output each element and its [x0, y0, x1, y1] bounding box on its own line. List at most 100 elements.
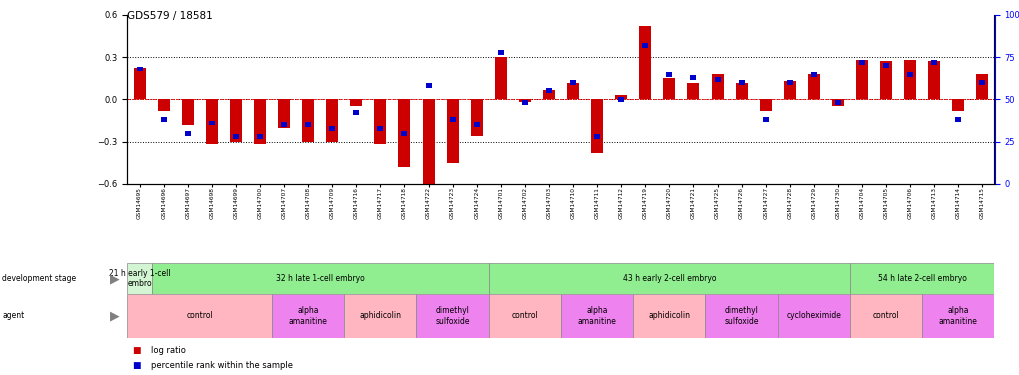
Bar [209, 120, 215, 126]
Bar [133, 68, 146, 99]
Bar [738, 80, 744, 85]
Bar [642, 43, 648, 48]
Bar [783, 81, 795, 99]
Text: 32 h late 1-cell embryo: 32 h late 1-cell embryo [275, 274, 364, 283]
FancyBboxPatch shape [127, 294, 272, 338]
Bar [903, 60, 915, 99]
Bar [353, 110, 359, 116]
Bar [591, 99, 602, 153]
Text: cycloheximide: cycloheximide [786, 311, 841, 320]
Text: dimethyl
sulfoxide: dimethyl sulfoxide [435, 306, 470, 326]
Bar [257, 134, 263, 139]
FancyBboxPatch shape [705, 294, 777, 338]
FancyBboxPatch shape [272, 294, 344, 338]
Bar [759, 99, 771, 111]
Bar [952, 99, 963, 111]
Bar [470, 99, 482, 136]
FancyBboxPatch shape [921, 294, 994, 338]
Bar [567, 82, 579, 99]
Text: ■: ■ [132, 361, 141, 370]
Bar [329, 126, 335, 130]
Text: ■: ■ [132, 346, 141, 355]
Bar [494, 57, 506, 99]
Bar [879, 62, 892, 99]
Bar [690, 75, 696, 80]
Bar [545, 88, 551, 93]
Text: 21 h early 1-cell
embro: 21 h early 1-cell embro [109, 269, 170, 288]
Bar [181, 99, 194, 124]
Bar [855, 60, 867, 99]
FancyBboxPatch shape [488, 294, 560, 338]
FancyBboxPatch shape [344, 294, 416, 338]
FancyBboxPatch shape [849, 294, 921, 338]
Bar [232, 134, 238, 139]
Bar [906, 72, 912, 76]
Bar [882, 63, 889, 68]
Bar [281, 122, 286, 127]
Bar [374, 99, 386, 144]
Text: log ratio: log ratio [151, 346, 185, 355]
Text: percentile rank within the sample: percentile rank within the sample [151, 361, 292, 370]
Bar [786, 80, 792, 85]
Text: alpha
amanitine: alpha amanitine [938, 306, 977, 326]
FancyBboxPatch shape [633, 294, 705, 338]
Bar [665, 72, 672, 76]
Bar [377, 126, 383, 130]
Bar [449, 117, 455, 122]
Text: GDS579 / 18581: GDS579 / 18581 [127, 11, 213, 21]
Bar [858, 60, 864, 65]
Bar [473, 122, 479, 127]
Bar [735, 82, 747, 99]
Bar [519, 99, 530, 102]
Bar [302, 99, 314, 142]
Text: alpha
amanitine: alpha amanitine [288, 306, 327, 326]
Bar [326, 99, 338, 142]
Bar [254, 99, 266, 144]
Bar [422, 99, 434, 187]
Bar [975, 74, 987, 99]
Text: development stage: development stage [2, 274, 76, 283]
Text: dimethyl
sulfoxide: dimethyl sulfoxide [723, 306, 758, 326]
Bar [593, 134, 599, 139]
Bar [184, 130, 191, 136]
Bar [711, 74, 722, 99]
FancyBboxPatch shape [416, 294, 488, 338]
Text: 54 h late 2-cell embryo: 54 h late 2-cell embryo [877, 274, 966, 283]
Bar [807, 74, 819, 99]
Bar [810, 72, 816, 76]
Bar [832, 99, 843, 106]
Text: agent: agent [2, 311, 24, 320]
Bar [927, 62, 940, 99]
Bar [401, 130, 407, 136]
Text: control: control [511, 311, 538, 320]
Bar [930, 60, 936, 65]
Text: 43 h early 2-cell embryo: 43 h early 2-cell embryo [622, 274, 715, 283]
Bar [206, 99, 218, 144]
Bar [398, 99, 410, 167]
Bar [278, 99, 289, 128]
Bar [955, 117, 961, 122]
Bar [158, 99, 169, 111]
Bar [762, 117, 768, 122]
Bar [229, 99, 242, 142]
Bar [160, 117, 166, 122]
Bar [305, 122, 311, 127]
Bar [978, 80, 984, 85]
FancyBboxPatch shape [488, 262, 849, 294]
FancyBboxPatch shape [560, 294, 633, 338]
Bar [835, 100, 840, 105]
Bar [714, 76, 719, 82]
Text: aphidicolin: aphidicolin [648, 311, 690, 320]
FancyBboxPatch shape [127, 262, 152, 294]
Text: ▶: ▶ [110, 309, 120, 322]
Text: ▶: ▶ [110, 272, 120, 285]
FancyBboxPatch shape [777, 294, 849, 338]
Text: control: control [186, 311, 213, 320]
Text: alpha
amanitine: alpha amanitine [577, 306, 615, 326]
Bar [570, 80, 576, 85]
Bar [614, 95, 627, 99]
Bar [542, 90, 554, 99]
Text: control: control [872, 311, 899, 320]
Text: aphidicolin: aphidicolin [359, 311, 401, 320]
Bar [618, 97, 624, 102]
